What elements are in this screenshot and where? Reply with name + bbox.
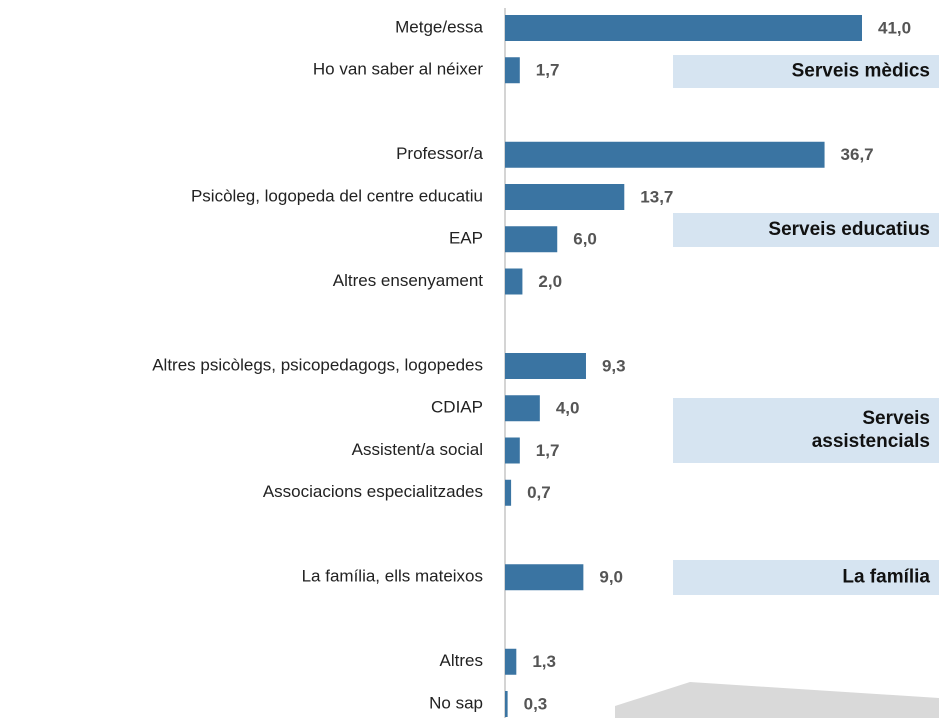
group-box <box>673 55 939 88</box>
value-label: 1,3 <box>532 652 556 671</box>
category-label: Ho van saber al néixer <box>313 60 483 79</box>
bar <box>505 437 520 464</box>
group-label: Serveis mèdics <box>792 61 930 82</box>
group-label: La família <box>842 567 930 588</box>
group-label-line: assistencials <box>812 431 930 452</box>
bar <box>505 226 558 253</box>
value-label: 1,7 <box>536 61 560 80</box>
bar <box>505 691 508 717</box>
category-label: Altres ensenyament <box>333 271 484 290</box>
bar <box>505 479 512 506</box>
group-box <box>673 213 939 247</box>
bar <box>505 141 825 168</box>
value-label: 9,0 <box>599 568 623 587</box>
group-label-line: Serveis <box>862 408 930 429</box>
group-label: Serveis assistencials <box>812 408 930 452</box>
value-label: 13,7 <box>640 187 673 206</box>
group-label: Serveis educatius <box>768 219 930 240</box>
bar <box>505 395 540 422</box>
value-label: 0,3 <box>524 694 548 713</box>
category-label: Professor/a <box>396 144 483 163</box>
category-label: Assistent/a social <box>352 440 483 459</box>
category-label: Altres <box>440 651 483 670</box>
category-label: Psicòleg, logopeda del centre educatiu <box>191 186 483 205</box>
bar <box>505 353 586 379</box>
category-label: Metge/essa <box>395 17 483 36</box>
bar <box>505 564 584 591</box>
category-label: Associacions especialitzades <box>263 482 483 501</box>
value-label: 4,0 <box>556 399 580 418</box>
value-label: 9,3 <box>602 356 626 375</box>
bar <box>505 184 625 210</box>
decor-shape <box>615 682 939 718</box>
category-label: CDIAP <box>431 398 483 417</box>
group-box <box>673 560 939 595</box>
value-label: 6,0 <box>573 230 597 249</box>
value-label: 36,7 <box>841 145 874 164</box>
bar <box>505 268 523 295</box>
value-label: 41,0 <box>878 18 911 37</box>
bar <box>505 15 862 41</box>
value-label: 1,7 <box>536 441 560 460</box>
value-label: 2,0 <box>538 272 562 291</box>
category-label: Altres psicòlegs, psicopedagogs, logoped… <box>152 355 483 374</box>
value-label: 0,7 <box>527 483 551 502</box>
bar <box>505 648 517 675</box>
category-label: EAP <box>449 229 483 248</box>
category-label: No sap <box>429 693 483 712</box>
category-label: La família, ells mateixos <box>302 567 483 586</box>
bar <box>505 57 520 84</box>
group-box <box>673 398 939 463</box>
